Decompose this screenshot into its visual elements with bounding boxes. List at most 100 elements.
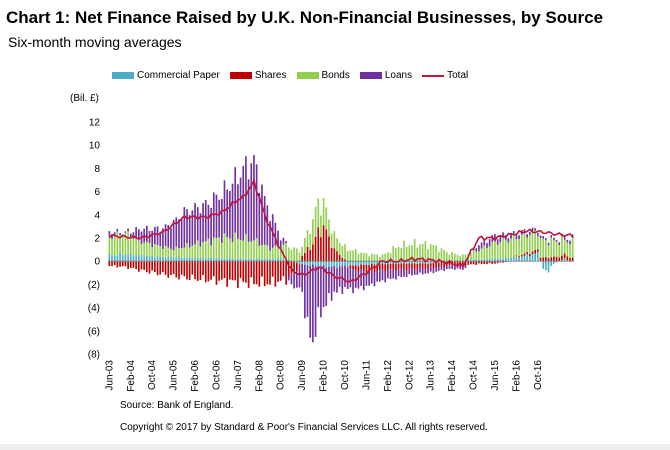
bar-bonds xyxy=(156,244,159,257)
bar-shares xyxy=(384,264,387,272)
bar-loans xyxy=(494,234,496,242)
bar-bonds xyxy=(172,250,175,258)
bar-shares xyxy=(419,263,421,268)
bar-loans xyxy=(309,265,312,338)
bar-shares xyxy=(427,263,429,269)
bar-commercial-paper xyxy=(325,261,328,268)
bar-bonds xyxy=(325,207,328,230)
bar-shares xyxy=(357,266,360,272)
bar-bonds xyxy=(443,249,445,262)
bar-loans xyxy=(389,269,392,280)
bar-loans xyxy=(255,164,258,239)
bar-commercial-paper xyxy=(478,259,480,262)
bar-shares xyxy=(325,229,328,262)
bar-shares xyxy=(561,255,563,261)
bar-loans xyxy=(279,240,282,249)
bar-bonds xyxy=(135,237,137,256)
bar-shares xyxy=(113,261,116,266)
bar-shares xyxy=(344,259,346,262)
bar-commercial-paper xyxy=(261,258,263,262)
bar-bonds xyxy=(483,245,486,260)
bar-loans xyxy=(317,266,320,308)
bar-loans xyxy=(531,227,534,232)
bar-loans xyxy=(196,207,199,241)
bar-bonds xyxy=(274,245,277,260)
bar-commercial-paper xyxy=(245,258,247,262)
bar-loans xyxy=(376,271,378,282)
bar-bonds xyxy=(121,236,124,256)
bar-loans xyxy=(486,242,488,249)
bar-shares xyxy=(424,263,427,269)
bar-bonds xyxy=(207,238,210,258)
bar-bonds xyxy=(301,246,303,256)
legend-swatch-total xyxy=(422,74,445,77)
bar-bonds xyxy=(453,253,456,261)
bar-shares xyxy=(255,261,258,285)
bar-loans xyxy=(113,232,116,237)
bar-loans xyxy=(172,219,175,251)
bar-bonds xyxy=(400,248,403,262)
bar-loans xyxy=(108,231,111,236)
bar-bonds xyxy=(226,237,229,259)
bar-commercial-paper xyxy=(518,257,520,262)
bar-shares xyxy=(563,253,566,259)
bar-bonds xyxy=(365,253,368,262)
chart-title: Chart 1: Net Finance Raised by U.K. Non-… xyxy=(6,8,604,27)
bar-loans xyxy=(550,235,553,238)
bar-commercial-paper xyxy=(362,261,365,265)
bar-shares xyxy=(253,261,255,285)
bar-loans xyxy=(218,199,220,238)
bar-bonds xyxy=(312,219,314,245)
bar-loans xyxy=(277,230,279,247)
bar-loans xyxy=(542,236,545,239)
bar-bonds xyxy=(456,254,459,261)
legend-label-total: Total xyxy=(447,70,469,81)
x-tick-label: Jun-11 xyxy=(361,360,372,390)
bar-commercial-paper xyxy=(502,258,504,262)
bar-shares xyxy=(309,249,312,262)
bar-shares xyxy=(354,265,357,271)
bar-commercial-paper xyxy=(156,256,159,262)
bar-loans xyxy=(534,228,536,231)
bar-bonds xyxy=(528,235,531,254)
bar-shares xyxy=(223,261,226,279)
bar-loans xyxy=(124,231,127,233)
bar-loans xyxy=(164,224,167,246)
bar-commercial-paper xyxy=(304,261,306,265)
bar-shares xyxy=(180,261,183,275)
bar-bonds xyxy=(282,244,285,260)
bar-loans xyxy=(344,265,346,288)
bar-loans xyxy=(312,264,314,343)
bar-bonds xyxy=(322,197,325,226)
bar-loans xyxy=(488,239,491,247)
bar-loans xyxy=(496,239,499,245)
bar-shares xyxy=(156,261,159,276)
bar-bonds xyxy=(440,248,443,262)
bar-loans xyxy=(135,227,137,238)
bar-loans xyxy=(563,236,566,240)
bar-commercial-paper xyxy=(472,259,475,262)
bar-bonds xyxy=(384,253,387,262)
bar-bonds xyxy=(459,255,462,261)
bar-loans xyxy=(341,266,344,294)
bar-commercial-paper xyxy=(504,257,507,262)
y-unit-label: (Bil. £) xyxy=(70,93,99,104)
bar-shares xyxy=(435,263,437,268)
bar-shares xyxy=(261,261,263,277)
bar-bonds xyxy=(512,235,515,258)
bar-loans xyxy=(239,177,242,240)
bar-bonds xyxy=(424,241,427,262)
bar-loans xyxy=(475,248,478,252)
bar-commercial-paper xyxy=(170,257,172,262)
bar-bonds xyxy=(569,244,571,258)
bar-commercial-paper xyxy=(494,258,496,262)
bar-bonds xyxy=(561,236,563,256)
bar-shares xyxy=(526,252,528,255)
bar-loans xyxy=(370,269,373,284)
bar-commercial-paper xyxy=(322,261,325,265)
bar-commercial-paper xyxy=(411,261,413,264)
bar-shares xyxy=(440,262,443,266)
bar-shares xyxy=(421,263,424,269)
bar-shares xyxy=(175,261,178,278)
bar-shares xyxy=(143,261,145,270)
